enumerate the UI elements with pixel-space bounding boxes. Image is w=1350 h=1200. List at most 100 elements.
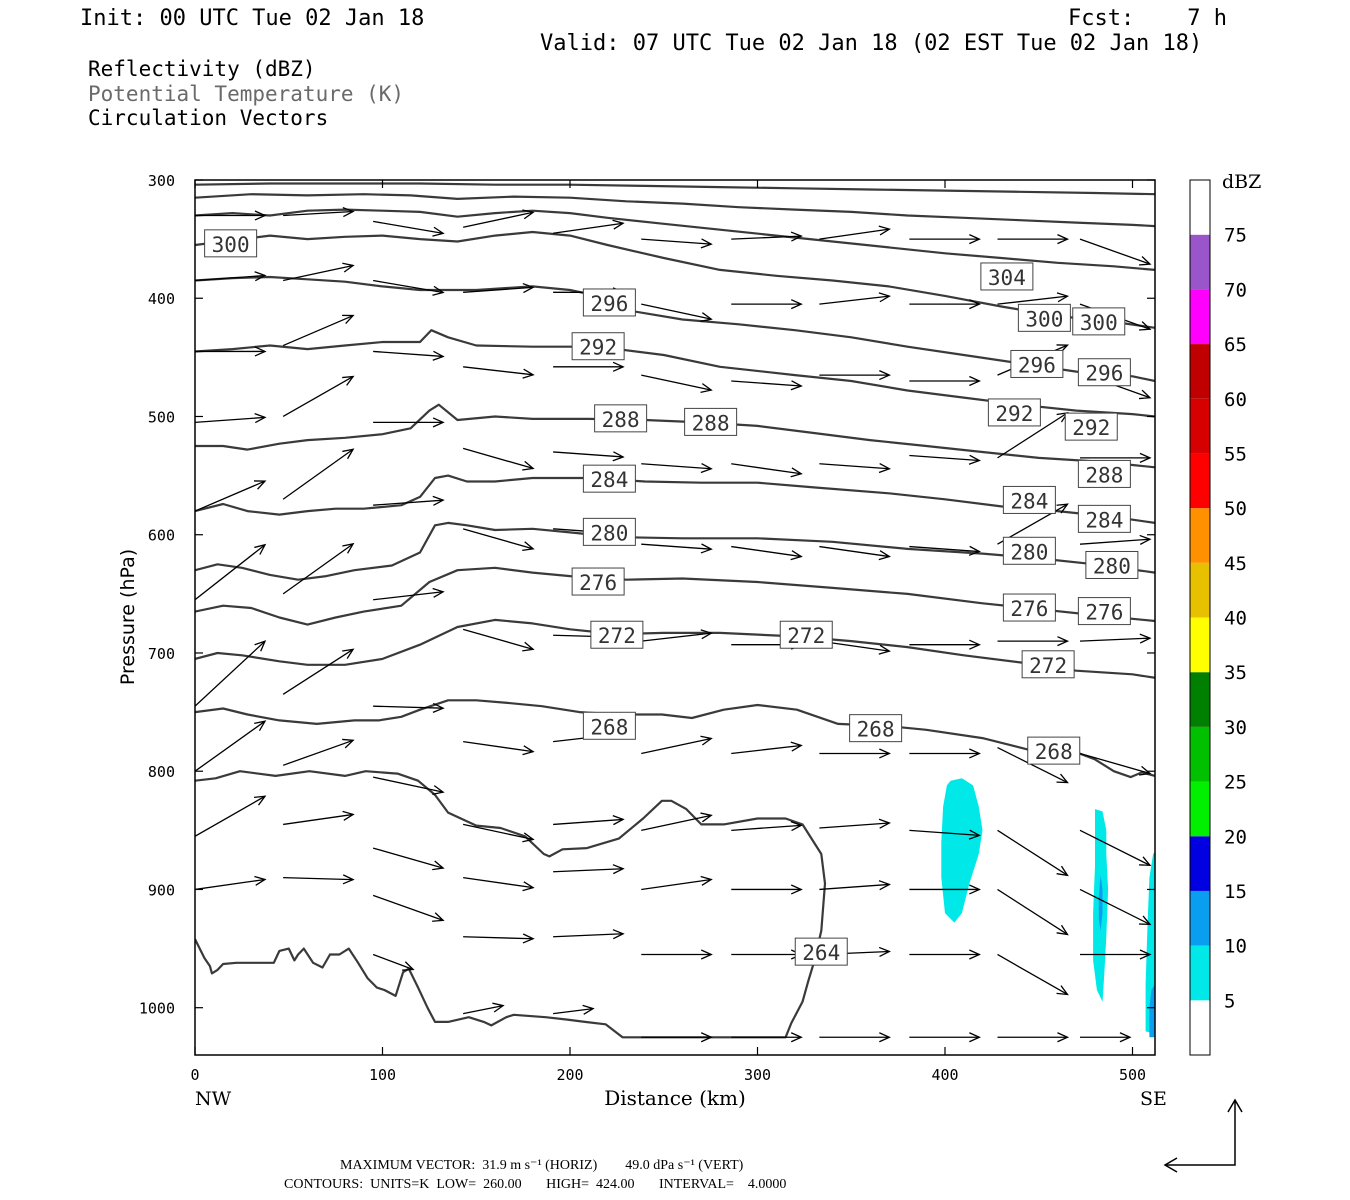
circulation-vector — [283, 206, 355, 218]
isentrope-288 — [195, 403, 1155, 469]
contour-label: 288 — [1077, 459, 1131, 488]
circulation-vector — [641, 1032, 713, 1043]
circulation-vector — [195, 720, 267, 772]
circulation-vector — [1080, 1032, 1132, 1043]
svg-text:276: 276 — [1085, 601, 1123, 625]
plot-frame — [194, 179, 1156, 1056]
axis-end-label-nw: NW — [195, 1088, 232, 1110]
colorbar-swatch — [1190, 234, 1210, 290]
circulation-vector — [641, 303, 713, 323]
circulation-vector — [373, 417, 445, 428]
colorbar-tick-label: 70 — [1224, 279, 1247, 301]
circulation-vector — [731, 741, 803, 755]
circulation-vector — [731, 380, 803, 391]
colorbar-swatch — [1190, 672, 1210, 727]
isentrope-264 — [195, 770, 827, 1039]
colorbar-tick-label: 20 — [1224, 826, 1247, 848]
circulation-vector — [282, 738, 355, 766]
circulation-vector — [997, 636, 1070, 647]
circulation-vector — [195, 271, 267, 282]
circulation-vector — [1079, 752, 1152, 776]
circulation-vector — [373, 279, 445, 296]
y-tick-label: 1000 — [139, 1000, 175, 1018]
x-tick-label: 300 — [744, 1066, 771, 1084]
colorbar-tick-label: 45 — [1224, 553, 1247, 575]
isentrope-268 — [195, 699, 1155, 779]
circulation-vector — [372, 776, 445, 796]
field-circulation-vectors: Circulation Vectors — [88, 106, 329, 130]
contour-label: 284 — [582, 464, 636, 493]
contour-label: 272 — [590, 620, 644, 649]
svg-text:292: 292 — [579, 336, 617, 360]
svg-text:296: 296 — [1085, 362, 1123, 386]
y-axis-title: Pressure (hPa) — [117, 549, 139, 685]
colorbar-tick-label: 10 — [1224, 936, 1247, 958]
colorbar-swatch — [1190, 453, 1210, 509]
colorbar-swatch — [1190, 562, 1210, 618]
svg-text:304: 304 — [988, 266, 1026, 290]
circulation-vector — [731, 299, 803, 310]
circulation-vector — [819, 292, 891, 305]
valid-time: Valid: 07 UTC Tue 02 Jan 18 (02 EST Tue … — [540, 31, 1203, 56]
svg-text:272: 272 — [787, 624, 825, 648]
circulation-vector — [553, 361, 625, 372]
isentrope-284 — [195, 474, 1155, 524]
svg-text:296: 296 — [1018, 353, 1056, 377]
colorbar-swatch — [1190, 617, 1210, 673]
circulation-vector — [997, 1032, 1070, 1043]
svg-text:280: 280 — [590, 521, 628, 545]
colorbar-swatch — [1190, 289, 1210, 345]
colorbar-tick-label: 60 — [1224, 389, 1247, 411]
circulation-vector — [1079, 633, 1152, 644]
circulation-vector — [731, 463, 803, 478]
isentrope-276 — [195, 566, 1155, 626]
circulation-vector — [1080, 949, 1152, 960]
colorbar-tick-label: 75 — [1224, 225, 1247, 247]
colorbar-tick-label: 5 — [1224, 990, 1235, 1012]
circulation-vector — [463, 282, 535, 294]
contour-label: 296 — [582, 288, 636, 317]
svg-text:272: 272 — [598, 624, 636, 648]
circulation-vector — [819, 225, 891, 240]
x-tick-label: 400 — [931, 1066, 958, 1084]
circulation-vector — [462, 447, 535, 471]
colorbar-tick-label: 25 — [1224, 772, 1247, 794]
svg-text:288: 288 — [692, 411, 730, 435]
contour-label: 268 — [582, 711, 636, 740]
contour-label: 300 — [204, 229, 258, 258]
circulation-vector — [909, 639, 981, 650]
contour-label: 292 — [1064, 412, 1118, 441]
isentrope-308 — [195, 193, 1155, 228]
circulation-vector — [462, 823, 535, 843]
circulation-vector — [283, 810, 355, 826]
circulation-vector — [909, 375, 981, 387]
contour-label: 276 — [1077, 597, 1131, 626]
svg-text:300: 300 — [1025, 307, 1063, 331]
circulation-vector — [1079, 829, 1152, 867]
circulation-vector — [462, 1002, 505, 1015]
circulation-vector — [553, 219, 625, 234]
circulation-vector — [819, 748, 891, 759]
circulation-vector — [641, 463, 713, 474]
circulation-vector — [553, 864, 625, 875]
svg-text:268: 268 — [1035, 740, 1073, 764]
forecast-hour: Fcst: 7 h — [1068, 6, 1227, 31]
circulation-vector — [195, 543, 267, 601]
max-vector-line: MAXIMUM VECTOR: 31.9 m s⁻¹ (HORIZ) 49.0 … — [340, 1158, 744, 1173]
circulation-vector — [463, 741, 535, 756]
svg-text:284: 284 — [590, 468, 628, 492]
circulation-vector — [819, 818, 891, 829]
colorbar-tick-label: 15 — [1224, 881, 1247, 903]
svg-text:268: 268 — [857, 718, 895, 742]
circulation-vector — [731, 820, 803, 832]
circulation-vector — [909, 748, 981, 759]
svg-text:284: 284 — [1010, 489, 1048, 513]
contour-label: 284 — [1077, 504, 1131, 533]
contour-label: 300 — [1017, 303, 1071, 332]
circulation-vector — [641, 629, 713, 642]
circulation-vector — [909, 454, 981, 465]
circulation-vector — [909, 1032, 981, 1043]
svg-text:292: 292 — [995, 402, 1033, 426]
circulation-vector — [641, 812, 713, 831]
